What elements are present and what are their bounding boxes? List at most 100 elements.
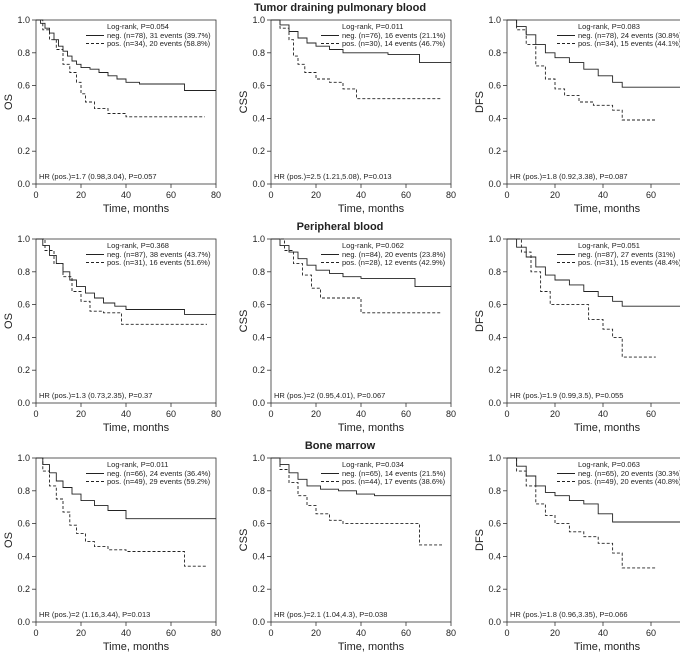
x-axis-label: Time, months — [338, 422, 405, 434]
x-tick-label: 0 — [504, 628, 509, 638]
x-tick-label: 40 — [121, 190, 131, 200]
x-tick-label: 20 — [76, 628, 86, 638]
curve-positive — [507, 457, 656, 569]
section-title-peripheral: Peripheral blood — [296, 221, 384, 233]
km-panel-bone-marrow-css: 0.0 0.2 0.4 0.6 0.8 1.0 0 20 40 60 80 Time, months C… — [235, 452, 460, 657]
curve-positive — [271, 19, 442, 100]
hazard-ratio-text: HR (pos.)=1.7 (0.98,3.04), P=0.057 — [39, 172, 157, 181]
y-tick-label: 1.0 — [17, 234, 30, 244]
y-axis-label: OS — [3, 532, 15, 548]
legend-label: neg. (n=84), 20 events (23.8%) — [342, 250, 446, 259]
y-tick-label: 0.4 — [488, 332, 501, 342]
x-tick-label: 40 — [598, 190, 608, 200]
y-tick-label: 0.0 — [17, 398, 30, 408]
y-axis-label: OS — [3, 94, 15, 110]
y-axis-label: OS — [3, 313, 15, 329]
x-tick-label: 0 — [268, 409, 273, 419]
x-tick-label: 40 — [121, 409, 131, 419]
y-tick-label: 0.0 — [488, 179, 501, 189]
x-tick-label: 20 — [311, 409, 321, 419]
curve-positive — [507, 238, 656, 358]
y-tick-label: 0.4 — [17, 113, 30, 123]
km-panel-peripheral-dfs: 0.0 0.2 0.4 0.6 0.8 1.0 0 20 40 60 Time, months DFS… — [471, 233, 680, 438]
y-tick-label: 1.0 — [17, 453, 30, 463]
x-tick-label: 0 — [33, 190, 38, 200]
km-panel-bone-marrow-dfs: 0.0 0.2 0.4 0.6 0.8 1.0 0 20 40 60 Time, months DFS… — [471, 452, 680, 657]
survival-figure: Tumor draining pulmonary blood Periphera… — [3, 2, 680, 653]
x-axis-label: Time, months — [574, 641, 641, 653]
legend-label: neg. (n=78), 31 events (39.7%) — [107, 31, 211, 40]
y-tick-label: 1.0 — [252, 453, 265, 463]
y-axis-label: CSS — [238, 91, 250, 114]
logrank-text: Log-rank, P=0.062 — [342, 241, 404, 250]
km-panel-pulmonary-css: 0.0 0.2 0.4 0.6 0.8 1.0 0 20 40 60 80 Time, months C… — [235, 14, 460, 219]
x-tick-label: 40 — [121, 628, 131, 638]
x-tick-label: 60 — [401, 628, 411, 638]
x-tick-label: 60 — [646, 190, 656, 200]
x-tick-label: 20 — [311, 190, 321, 200]
curve-negative — [507, 19, 680, 88]
y-tick-label: 0.6 — [488, 519, 501, 529]
curve-negative — [36, 457, 216, 520]
y-tick-label: 0.0 — [488, 398, 501, 408]
legend-label: pos. (n=44), 17 events (38.6%) — [342, 477, 446, 486]
y-axis-label: CSS — [238, 529, 250, 552]
y-tick-label: 0.6 — [17, 300, 30, 310]
x-tick-label: 60 — [401, 409, 411, 419]
x-axis-label: Time, months — [574, 203, 641, 215]
curve-positive — [271, 238, 442, 314]
x-tick-label: 20 — [311, 628, 321, 638]
legend-label: neg. (n=78), 24 events (30.8%) — [578, 31, 680, 40]
y-tick-label: 0.6 — [17, 519, 30, 529]
x-axis-label: Time, months — [103, 203, 170, 215]
legend-label: neg. (n=76), 16 events (21.1%) — [342, 31, 446, 40]
y-axis-label: DFS — [474, 310, 486, 332]
y-tick-label: 0.4 — [17, 551, 30, 561]
curve-positive — [271, 457, 442, 546]
legend-label: pos. (n=30), 14 events (46.7%) — [342, 39, 446, 48]
logrank-text: Log-rank, P=0.051 — [578, 241, 640, 250]
hazard-ratio-text: HR (pos.)=1.9 (0.99,3.5), P=0.055 — [510, 391, 623, 400]
logrank-text: Log-rank, P=0.054 — [107, 22, 169, 31]
logrank-text: Log-rank, P=0.063 — [578, 460, 640, 469]
y-tick-label: 0.4 — [252, 332, 265, 342]
km-plot: 0.0 0.2 0.4 0.6 0.8 1.0 0 20 40 60 80 Time, months O… — [3, 15, 221, 215]
y-tick-label: 1.0 — [17, 15, 30, 25]
x-tick-label: 80 — [446, 409, 456, 419]
x-tick-label: 20 — [76, 409, 86, 419]
y-tick-label: 0.6 — [488, 81, 501, 91]
x-tick-label: 80 — [446, 628, 456, 638]
x-tick-label: 40 — [356, 409, 366, 419]
legend-label: neg. (n=87), 38 events (43.7%) — [107, 250, 211, 259]
legend-label: pos. (n=49), 20 events (40.8%) — [578, 477, 680, 486]
km-plot: 0.0 0.2 0.4 0.6 0.8 1.0 0 20 40 60 80 Time, months C… — [238, 15, 456, 215]
y-tick-label: 0.2 — [488, 584, 501, 594]
y-tick-label: 0.8 — [17, 486, 30, 496]
y-tick-label: 0.2 — [17, 365, 30, 375]
hazard-ratio-text: HR (pos.)=2.5 (1.21,5.08), P=0.013 — [274, 172, 392, 181]
y-tick-label: 0.2 — [17, 584, 30, 594]
x-tick-label: 80 — [211, 628, 221, 638]
curve-negative — [271, 19, 451, 64]
legend-label: neg. (n=65), 20 events (30.3%) — [578, 469, 680, 478]
x-tick-label: 60 — [646, 628, 656, 638]
legend-label: neg. (n=87), 27 events (31%) — [578, 250, 676, 259]
hazard-ratio-text: HR (pos.)=2 (1.16,3.44), P=0.013 — [39, 610, 150, 619]
curve-negative — [271, 238, 451, 288]
section-title-bone-marrow: Bone marrow — [304, 440, 376, 452]
y-tick-label: 0.8 — [17, 267, 30, 277]
x-tick-label: 0 — [504, 190, 509, 200]
hazard-ratio-text: HR (pos.)=2 (0.95,4.01), P=0.067 — [274, 391, 385, 400]
legend-label: pos. (n=28), 12 events (42.9%) — [342, 258, 446, 267]
curve-positive — [36, 238, 207, 325]
y-tick-label: 0.2 — [252, 584, 265, 594]
y-tick-label: 0.4 — [17, 332, 30, 342]
x-axis-label: Time, months — [103, 422, 170, 434]
y-tick-label: 0.4 — [252, 551, 265, 561]
y-tick-label: 0.8 — [252, 486, 265, 496]
x-tick-label: 40 — [598, 409, 608, 419]
logrank-text: Log-rank, P=0.011 — [342, 22, 403, 31]
km-plot: 0.0 0.2 0.4 0.6 0.8 1.0 0 20 40 60 Time, months DFS… — [474, 15, 680, 215]
y-tick-label: 0.4 — [488, 113, 501, 123]
y-tick-label: 0.6 — [252, 81, 265, 91]
